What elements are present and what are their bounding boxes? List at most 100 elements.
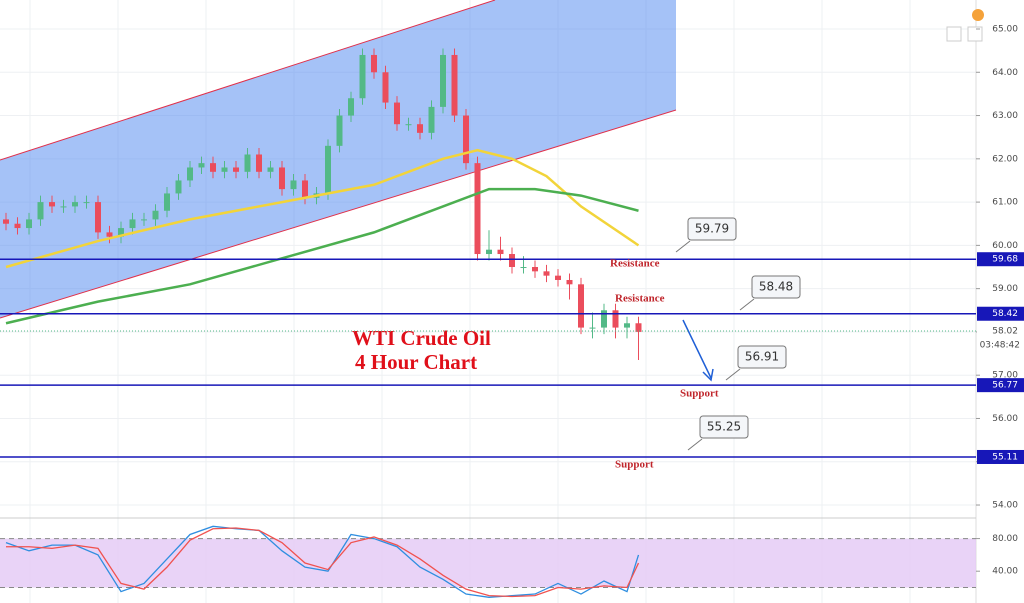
oscillator-line: [5, 525, 640, 598]
level-value: 58.42: [992, 309, 1018, 319]
y-tick-label: 64.00: [992, 68, 1018, 78]
candle-body: [233, 167, 239, 172]
candle-body: [382, 72, 389, 103]
candle-body: [532, 267, 538, 272]
candle-body: [290, 180, 297, 190]
candle-body: [37, 202, 44, 220]
channel: [0, 0, 676, 318]
countdown: 03:48:42: [980, 341, 1020, 351]
y-tick-label: 60.00: [992, 241, 1018, 251]
level-box: [977, 306, 1024, 321]
candle-body: [336, 115, 343, 146]
level-label: Support: [615, 459, 654, 471]
channel-upper: [0, 0, 496, 161]
candle-body: [405, 124, 412, 126]
y-tick-label: 40.00: [992, 567, 1018, 577]
button[interactable]: [967, 26, 983, 42]
last-price-label: 58.02: [992, 327, 1018, 337]
candle-body: [359, 54, 366, 99]
annotation: WTI Crude Oil: [352, 326, 491, 350]
callout-pointer: [687, 438, 703, 451]
candle-body: [543, 271, 550, 276]
moving-average: [5, 148, 640, 269]
callout-box: [751, 275, 801, 299]
candle-body: [612, 310, 619, 328]
candle-body: [428, 106, 435, 133]
candle-body: [440, 54, 446, 107]
candle-body: [566, 279, 573, 285]
level-value: 59.68: [992, 255, 1018, 265]
candle-body: [221, 167, 228, 172]
callout-box: [737, 345, 787, 369]
candle-body: [129, 219, 136, 229]
candle-body: [348, 98, 354, 116]
candle-body: [279, 167, 285, 190]
candle-body: [555, 275, 561, 280]
candle-body: [164, 193, 170, 211]
channel-lower: [0, 109, 677, 319]
candle-body: [244, 154, 251, 172]
callout-box: [699, 415, 749, 439]
candle-body: [578, 284, 584, 328]
candle-body: [474, 163, 481, 255]
candle-body: [152, 210, 159, 220]
y-tick-label: 59.00: [992, 284, 1018, 294]
callout-label: 56.91: [745, 350, 779, 364]
candle-body: [267, 167, 274, 172]
candle-body: [118, 228, 124, 237]
level-box: [977, 378, 1024, 393]
alert-icon[interactable]: [972, 9, 984, 21]
candle-body: [210, 163, 216, 172]
candle-body: [302, 180, 308, 198]
level-box: [977, 252, 1024, 267]
candle-body: [509, 254, 515, 268]
candle-body: [520, 267, 527, 269]
y-tick-label: 57.00: [992, 371, 1018, 381]
candle-body: [3, 219, 9, 224]
candle-body: [106, 232, 113, 237]
button[interactable]: [946, 26, 962, 42]
annotation: 4 Hour Chart: [355, 350, 477, 374]
level-label: Resistance: [610, 258, 660, 270]
level-label: Support: [680, 388, 719, 400]
oscillator-line: [6, 527, 640, 598]
candle-body: [141, 219, 147, 221]
candle-body: [14, 223, 21, 229]
candle-body: [83, 202, 90, 204]
y-tick-label: 63.00: [992, 111, 1018, 121]
callout-pointer: [675, 240, 691, 253]
callout-box: [687, 217, 737, 241]
candle-body: [256, 154, 262, 172]
callout-label: 59.79: [695, 222, 729, 236]
candle-body: [371, 54, 377, 73]
callout-pointer: [725, 368, 741, 381]
level-label: Resistance: [615, 292, 665, 304]
last-price-box: [977, 324, 1024, 339]
moving-average: [5, 187, 639, 325]
candle-body: [187, 167, 193, 181]
level-value: 56.77: [992, 381, 1018, 391]
candle-body: [635, 323, 642, 332]
callout-label: 55.25: [707, 420, 741, 434]
y-tick-label: 61.00: [992, 198, 1018, 208]
y-tick-label: 56.00: [992, 414, 1018, 424]
candle-body: [325, 145, 331, 194]
candle-body: [624, 323, 630, 328]
candle-body: [175, 180, 182, 194]
candle-body: [26, 219, 32, 229]
candle-body: [589, 327, 596, 329]
level-box: [977, 449, 1024, 464]
arrow: [682, 319, 712, 379]
candle-body: [60, 206, 67, 208]
callout-label: 58.48: [759, 280, 793, 294]
candle-body: [497, 249, 504, 255]
y-tick-label: 54.00: [992, 501, 1018, 511]
candle-body: [72, 202, 78, 207]
marks: [3, 48, 642, 361]
candle-body: [601, 310, 607, 328]
candle-body: [49, 202, 55, 207]
candle-body: [451, 54, 458, 116]
callout-pointer: [739, 298, 755, 311]
candle-body: [198, 163, 205, 168]
